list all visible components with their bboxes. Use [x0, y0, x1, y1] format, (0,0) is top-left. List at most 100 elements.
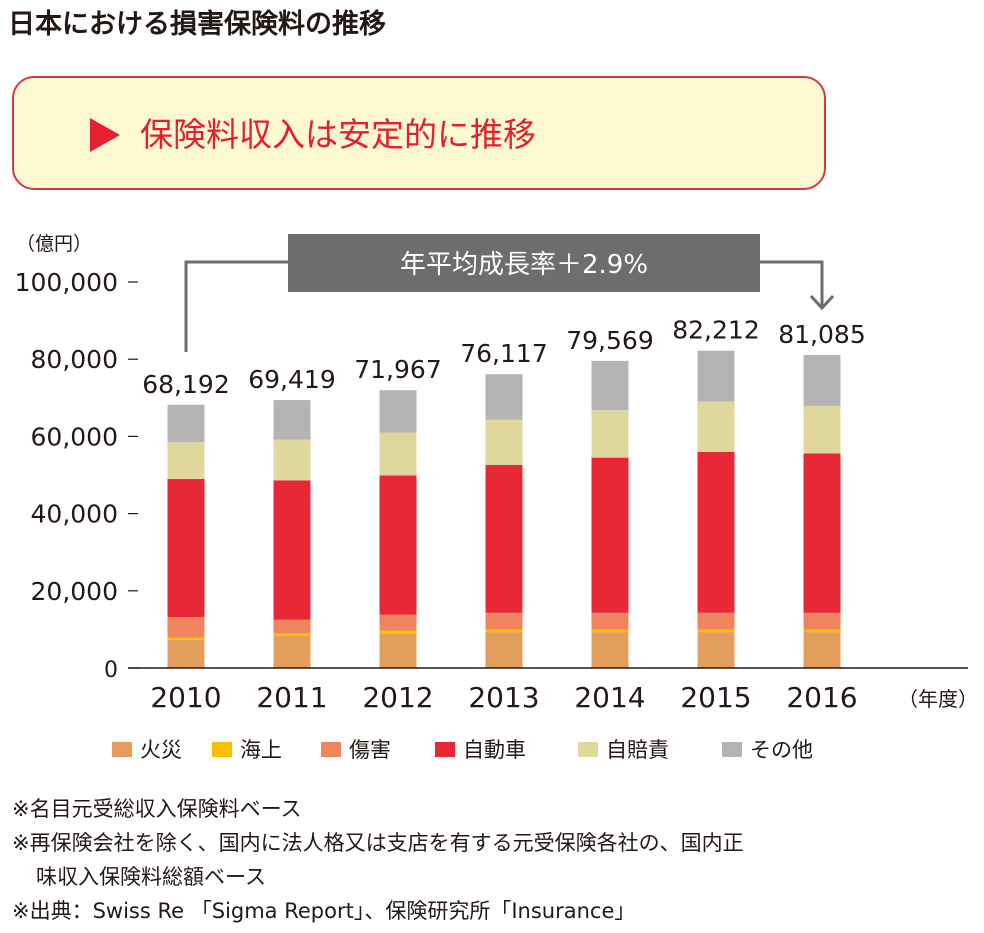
bar-segment-0 [697, 632, 735, 668]
axes-group: 0 20,000 40,000 60,000 80,000 100,000 68,192 20… [15, 268, 968, 714]
bar-segment-3 [697, 451, 735, 613]
bar-segment-4 [697, 401, 735, 452]
total-label: 71,967 [354, 355, 441, 384]
bar-segment-2 [803, 612, 841, 630]
callout-text: 保険料収入は安定的に推移 [140, 115, 536, 154]
bar-segment-3 [485, 464, 523, 613]
bar-segment-0 [167, 639, 205, 668]
y-tick-label: 40,000 [31, 500, 118, 529]
arrow-down-icon [809, 294, 835, 311]
legend-item: 火災 [112, 734, 182, 764]
bar-segment-1 [697, 629, 735, 633]
bar-segment-3 [803, 453, 841, 613]
total-label: 68,192 [142, 370, 229, 399]
bar-segment-2 [273, 619, 311, 634]
annotation-line-right [758, 260, 824, 306]
legend-swatch [435, 741, 455, 757]
legend-item: その他 [722, 734, 813, 764]
x-axis-label: （年度） [898, 687, 978, 711]
footnote-source: ※出典：Swiss Re 「Sigma Report」、保険研究所「Insura… [12, 899, 636, 923]
legend-item: 自賠責 [578, 734, 669, 764]
bar-segment-5 [273, 400, 311, 440]
bar-segment-0 [273, 635, 311, 668]
legend-label: その他 [750, 738, 813, 762]
total-label: 82,212 [672, 316, 759, 345]
bar-segment-1 [379, 630, 417, 634]
total-label: 79,569 [566, 326, 653, 355]
bar-segment-4 [803, 405, 841, 454]
y-tick-label: 20,000 [31, 577, 118, 606]
footnote-continuation: 味収入保険料総額ベース [36, 865, 266, 889]
y-axis-label: （億円） [16, 233, 92, 255]
total-label: 69,419 [248, 365, 335, 394]
bar-segment-5 [379, 390, 417, 433]
bar-segment-4 [379, 432, 417, 476]
bar-segment-5 [591, 360, 629, 411]
bar-segment-5 [485, 374, 523, 420]
y-tick-label: 0 [104, 658, 118, 683]
legend-swatch [722, 741, 742, 757]
bar-segment-3 [273, 480, 311, 620]
footnote: ※再保険会社を除く、国内に法人格又は支店を有する元受保険各社の、国内正 [12, 831, 744, 855]
bar-segment-1 [803, 629, 841, 633]
legend-item: 海上 [212, 734, 282, 764]
bar-segment-1 [485, 629, 523, 633]
bar-segment-3 [591, 457, 629, 613]
y-tick-label: 80,000 [31, 345, 118, 374]
bar-segment-1 [167, 637, 205, 640]
legend-swatch [112, 741, 132, 757]
x-tick-label: 2012 [362, 681, 433, 714]
bar-segment-2 [697, 612, 735, 630]
bar-segment-5 [697, 350, 735, 402]
bar-segment-1 [273, 633, 311, 636]
bar-segment-2 [379, 614, 417, 631]
bar-segment-4 [485, 419, 523, 465]
x-tick-label: 2016 [786, 681, 857, 714]
bar-segment-0 [485, 632, 523, 668]
growth-annotation: 年平均成長率＋2.9% [184, 234, 835, 352]
bar-segment-4 [273, 439, 311, 481]
bars-group [167, 350, 841, 668]
footnotes: ※名目元受総収入保険料ベース ※再保険会社を除く、国内に法人格又は支店を有する元… [12, 792, 744, 928]
total-label: 81,085 [778, 320, 865, 349]
bar-segment-0 [379, 633, 417, 668]
legend-item: 傷害 [321, 734, 391, 764]
x-tick-label: 2013 [468, 681, 539, 714]
bar-segment-3 [379, 475, 417, 615]
annotation-text: 年平均成長率＋2.9% [400, 250, 648, 280]
bar-segment-2 [591, 612, 629, 630]
bar-segment-0 [591, 632, 629, 668]
annotation-box [288, 234, 760, 292]
legend-label: 自賠責 [606, 738, 669, 762]
footnote: ※名目元受総収入保険料ベース [12, 797, 302, 821]
triangle-icon [90, 118, 120, 152]
bar-segment-4 [591, 410, 629, 458]
legend-label: 傷害 [349, 738, 391, 762]
y-tick-label: 60,000 [31, 422, 118, 451]
y-tick-label: 100,000 [15, 268, 118, 297]
page-title: 日本における損害保険料の推移 [8, 9, 386, 40]
x-tick-label: 2014 [574, 681, 645, 714]
x-tick-label: 2011 [256, 681, 327, 714]
legend-swatch [578, 741, 598, 757]
bar-segment-5 [167, 404, 205, 443]
legend: 火災 海上 傷害 自動車 自賠責 その他 [0, 734, 984, 762]
annotation-line-left [184, 260, 290, 352]
bar-segment-2 [485, 612, 523, 630]
legend-label: 火災 [140, 738, 182, 762]
bar-segment-1 [591, 629, 629, 633]
bar-segment-3 [167, 478, 205, 618]
legend-item: 自動車 [435, 734, 526, 764]
total-label: 76,117 [460, 339, 547, 368]
bar-segment-2 [167, 617, 205, 638]
x-tick-label: 2010 [150, 681, 221, 714]
bar-segment-5 [803, 355, 841, 406]
legend-swatch [212, 741, 232, 757]
bar-segment-0 [803, 632, 841, 668]
x-tick-label: 2015 [680, 681, 751, 714]
legend-swatch [321, 741, 341, 757]
legend-label: 海上 [240, 738, 282, 762]
legend-label: 自動車 [463, 738, 526, 762]
bar-segment-4 [167, 442, 205, 479]
